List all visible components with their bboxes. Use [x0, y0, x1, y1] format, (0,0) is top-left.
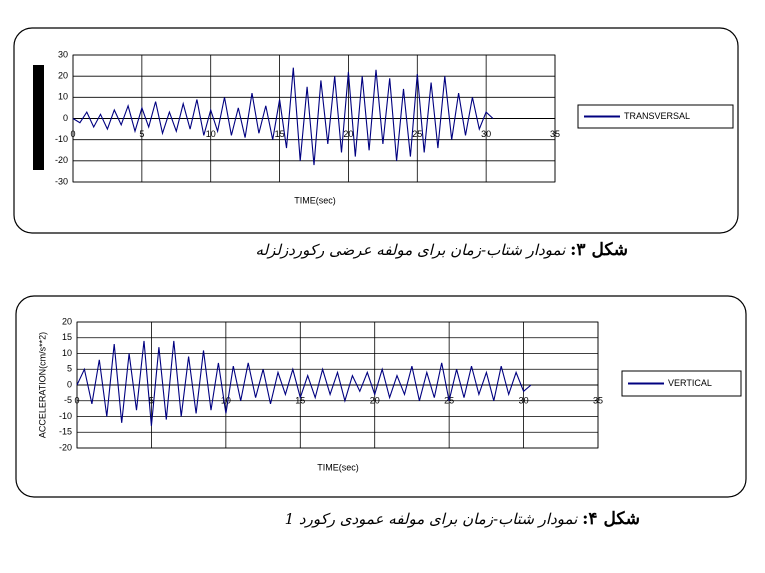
x-axis-label: TIME(sec) [317, 462, 359, 472]
y-tick-label: 0 [63, 113, 68, 123]
y-tick-label: 15 [62, 332, 72, 342]
y-tick-label: 0 [67, 379, 72, 389]
legend-box [621, 370, 742, 397]
caption: شکل ۴: نمودار شتاب-زمان برای مولفه عمودی… [285, 509, 640, 529]
y-tick-label: -10 [55, 134, 68, 144]
y-tick-label: -20 [55, 155, 68, 165]
y-tick-label: 20 [58, 71, 68, 81]
caption-text: نمودار شتاب-زمان برای مولفه عرضی رکوردزل… [255, 241, 566, 259]
y-tick-label: -10 [59, 411, 72, 421]
y-tick-label: 10 [58, 92, 68, 102]
series-line [72, 67, 494, 166]
y-tick-label: 10 [62, 348, 72, 358]
y-tick-label: -5 [64, 395, 72, 405]
black-bar [33, 65, 44, 170]
caption-label: شکل ۴: [582, 509, 640, 529]
y-tick-label: -30 [55, 176, 68, 186]
legend-label: TRANSVERSAL [624, 111, 690, 121]
y-tick-label: -20 [59, 442, 72, 452]
caption-text: نمودار شتاب-زمان برای مولفه عمودی رکورد … [284, 510, 578, 528]
legend-box [577, 104, 734, 129]
y-axis-label: ACCELERATION(cm/s**2) [37, 332, 47, 438]
legend-label: VERTICAL [668, 378, 712, 388]
chart-frame [13, 27, 739, 234]
y-tick-label: 30 [58, 49, 68, 59]
chart-frame [15, 295, 747, 498]
series-line [76, 340, 532, 426]
caption: شکل ۳: نمودار شتاب-زمان برای مولفه عرضی … [256, 240, 628, 260]
x-axis-label: TIME(sec) [294, 195, 336, 205]
caption-label: شکل ۳: [570, 240, 628, 260]
y-tick-label: 5 [67, 364, 72, 374]
y-tick-label: 20 [62, 316, 72, 326]
y-tick-label: -15 [59, 427, 72, 437]
